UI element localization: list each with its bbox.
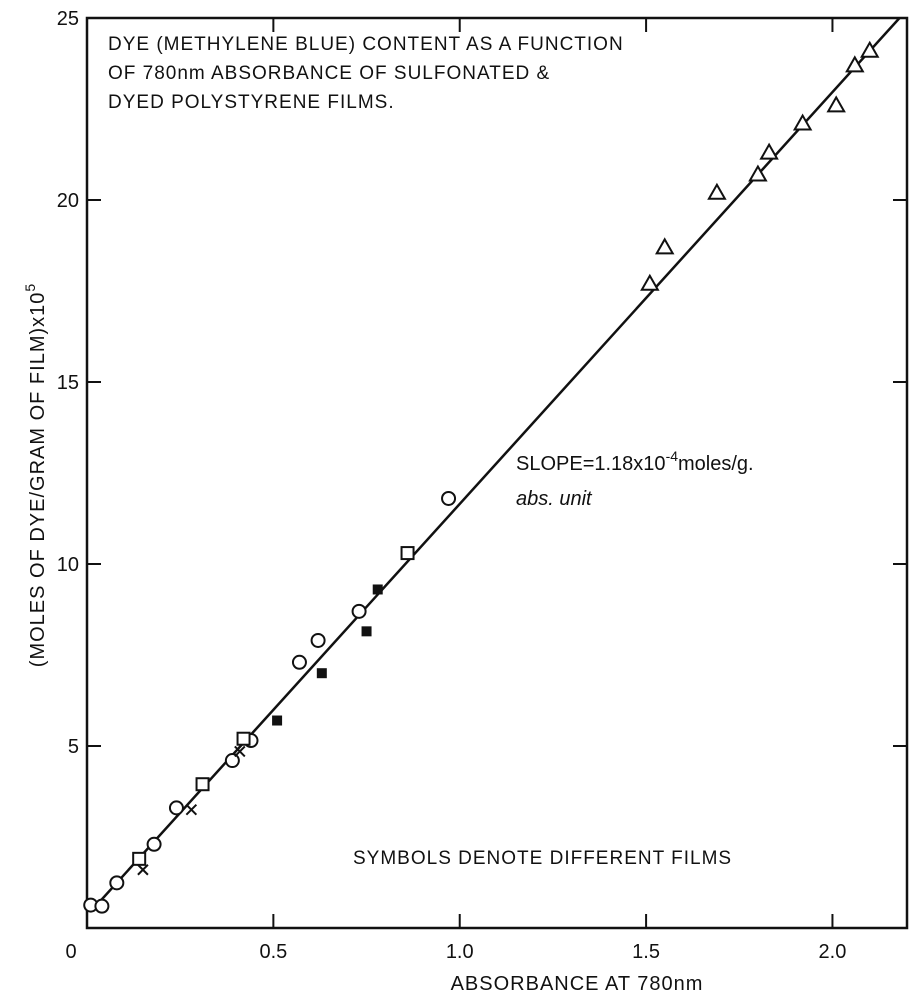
plot-frame (85, 16, 909, 930)
circle-marker (146, 836, 162, 852)
circle-marker (291, 654, 307, 670)
chart-title-line-1: DYE (METHYLENE BLUE) CONTENT AS A FUNCTI… (108, 34, 624, 55)
triangle-marker (759, 142, 779, 160)
filled-square-marker (316, 668, 327, 679)
y-tick-label: 25 (57, 8, 79, 30)
triangle-marker (826, 95, 846, 113)
fit-line (89, 17, 901, 913)
x-tick-label: 0.5 (259, 941, 287, 963)
circle-marker (351, 603, 367, 619)
triangle-marker (860, 40, 880, 58)
circle-marker (441, 490, 457, 506)
slope-text: SLOPE=1.18x10 (516, 453, 666, 475)
chart-title-line-2: OF 780nm ABSORBANCE OF SULFONATED & (108, 63, 550, 84)
chart-title-line-3: DYED POLYSTYRENE FILMS. (108, 92, 395, 113)
triangle-marker (845, 55, 865, 73)
y-axis-label-text: (MOLES OF DYE/GRAM OF FILM)x10 (27, 292, 49, 668)
x-tick-label: 1.0 (446, 941, 474, 963)
square-marker (400, 546, 415, 561)
square-marker (195, 777, 210, 792)
slope-annotation: SLOPE=1.18x10-4moles/g. (516, 448, 754, 475)
circle-marker (168, 800, 184, 816)
y-tick-label: 20 (57, 190, 79, 212)
slope-exponent: -4 (666, 448, 679, 464)
triangle-marker (655, 237, 675, 255)
circle-marker (109, 875, 125, 891)
x-tick-label: 2.0 (819, 941, 847, 963)
cross-marker (185, 803, 198, 816)
circle-marker (94, 898, 110, 914)
triangle-marker (792, 113, 813, 131)
filled-square-marker (361, 626, 372, 637)
y-tick-label: 10 (57, 554, 79, 576)
x-tick-label: 0 (65, 941, 76, 963)
triangle-marker (640, 273, 660, 291)
cross-marker (137, 864, 149, 876)
circle-marker (310, 632, 326, 648)
circle-marker (224, 753, 240, 769)
triangle-marker (707, 182, 727, 200)
triangle-marker (748, 164, 768, 182)
slope-units-line-2: abs. unit (516, 488, 593, 510)
square-marker (236, 731, 251, 746)
x-axis-label: ABSORBANCE AT 780nm (451, 973, 704, 995)
square-marker (132, 851, 147, 866)
x-tick-label: 1.5 (632, 941, 660, 963)
y-tick-label: 15 (57, 372, 79, 394)
y-axis-label: (MOLES OF DYE/GRAM OF FILM)x105 (22, 283, 49, 667)
y-axis-label-exponent: 5 (22, 283, 38, 292)
symbols-note: SYMBOLS DENOTE DIFFERENT FILMS (353, 848, 732, 869)
y-tick-label: 5 (68, 736, 79, 758)
slope-units: moles/g. (678, 453, 754, 475)
filled-square-marker (272, 715, 283, 726)
cross-marker (234, 745, 246, 758)
filled-square-marker (372, 584, 383, 595)
